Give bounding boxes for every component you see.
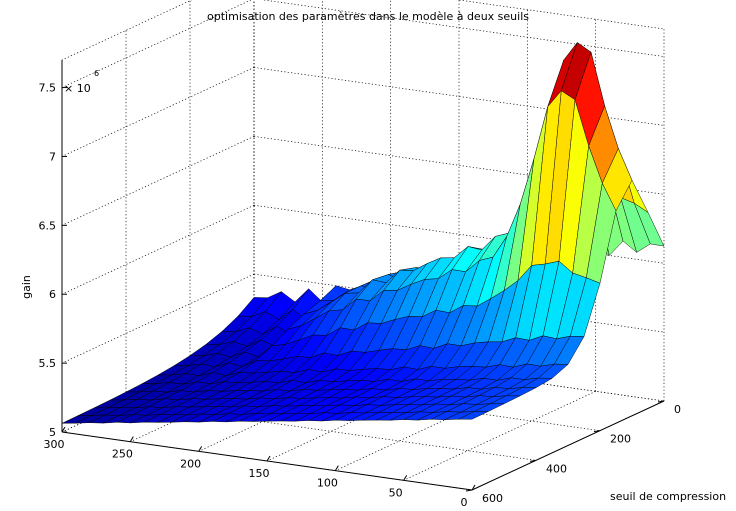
surface-mesh [61,41,665,424]
grid-line [61,273,255,364]
surface-patch [458,411,489,420]
z-axis-label: gain [20,275,33,299]
x-tick-label: 250 [112,448,133,461]
z-multiplier-exponent: 6 [94,69,99,78]
x-tick-label: 200 [180,457,201,470]
x-tick-label: 150 [249,467,270,480]
z-tick-label: 6 [49,288,56,301]
x-tick-label: 300 [44,438,65,451]
z-tick-label: 6.5 [39,219,57,232]
x-tick-label: 0 [461,496,468,509]
y-axis-line [471,400,665,491]
x-tick-mark [334,465,339,471]
y-axis-label: seuil de compression [610,490,726,503]
z-tick-label: 7 [49,150,56,163]
y-tick-label: 0 [674,403,681,416]
x-tick-mark [266,455,271,462]
z-tick-label: 7.5 [39,82,57,95]
y-tick-label: 600 [482,492,503,505]
z-multiplier-label: × 10 [64,82,91,95]
x-tick-mark [129,436,134,442]
z-tick-label: 5.5 [39,357,57,370]
grid-line [61,136,255,226]
x-tick-mark [61,426,66,433]
y-tick-mark [465,489,473,492]
y-tick-mark [593,430,601,433]
tick-labels: 5 5.5 6 6.5 7 7.5 300 250 200 150 100 50 0 0 200 400 600 [39,82,682,509]
grid-line [335,381,528,471]
y-tick-mark [529,459,537,462]
box-edge [61,0,193,61]
grid-line [61,204,255,295]
x-tick-label: 100 [317,477,338,490]
x-tick-mark [198,446,203,452]
x-tick-label: 50 [389,486,403,499]
y-tick-label: 200 [610,433,631,446]
y-tick-label: 400 [546,462,567,475]
grid-line [253,204,665,264]
grid-line [61,67,255,157]
z-tick-label: 5 [49,426,56,439]
grid-line [403,391,596,481]
grid-line [61,0,252,88]
y-tick-mark [657,400,665,403]
grid-line [253,135,665,195]
x-tick-mark [403,475,408,481]
axes [61,60,665,492]
x-tick-mark [471,484,476,491]
chart-title: optimisation des paramètres dans le modè… [207,10,529,23]
